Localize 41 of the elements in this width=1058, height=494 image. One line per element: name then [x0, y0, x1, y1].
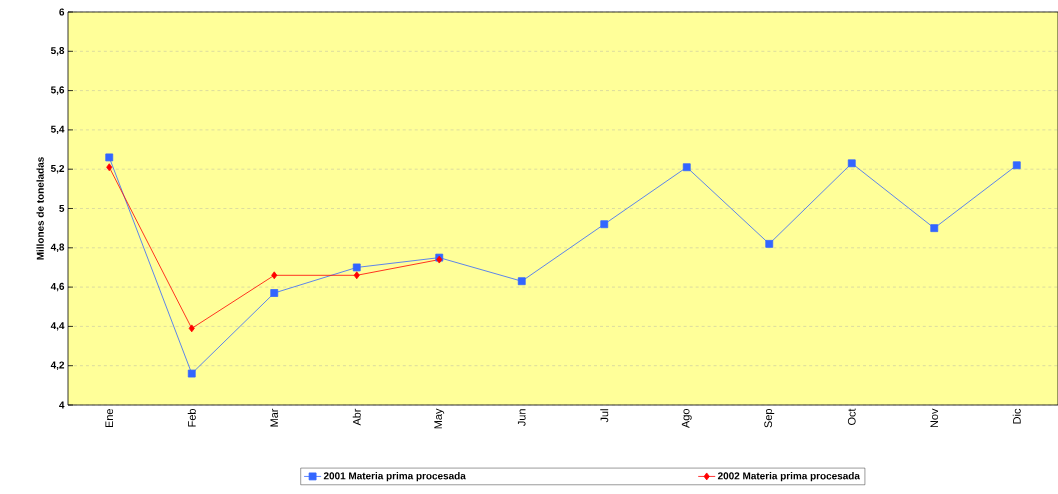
x-tick-label: Oct: [847, 408, 856, 426]
point: [105, 153, 114, 162]
x-tick-label: Jul: [600, 409, 609, 423]
x-tick-label: Jun: [517, 409, 526, 427]
point: [517, 277, 526, 286]
point: [1012, 161, 1021, 170]
x-tick-label: Abr: [352, 408, 361, 426]
y-tick-label: 4: [59, 401, 65, 409]
x-tick-label: May: [434, 408, 445, 429]
point: [106, 163, 113, 172]
y-tick-label: 5,4: [50, 125, 65, 135]
point: [930, 224, 939, 233]
point: [188, 324, 195, 333]
x-tick-label: Mar: [270, 408, 279, 427]
y-tick-label: 5,6: [50, 86, 65, 95]
y-tick-label: 4,8: [50, 243, 65, 253]
x-tick-label: Feb: [187, 408, 196, 427]
y-tick-label: 5,8: [50, 47, 65, 56]
point: [600, 220, 609, 229]
y-tick-label: 4,2: [50, 361, 65, 370]
legend-label: 2001 Materia prima procesada: [323, 472, 466, 482]
point: [352, 263, 361, 272]
point: [765, 239, 774, 248]
y-tick-label: 5: [59, 205, 65, 212]
x-tick-label: Sep: [764, 408, 775, 428]
legend-label: 2002 Materia prima procesada: [717, 472, 860, 482]
y-tick-label: 4,4: [50, 322, 65, 331]
point: [270, 289, 279, 297]
point: [187, 369, 196, 378]
x-tick-label: Ene: [105, 409, 114, 428]
point: [682, 163, 691, 172]
point: [847, 159, 856, 168]
x-tick-label: Nov: [930, 408, 939, 428]
x-tick-label: Ago: [681, 408, 692, 428]
y-tick-label: 5,2: [50, 164, 65, 174]
y-tick-label: 6: [59, 8, 65, 16]
y-axis-title: Millones de toneladas: [36, 157, 44, 260]
y-tick-label: 4,6: [50, 282, 65, 292]
x-tick-label: Dic: [1012, 408, 1021, 424]
point: [353, 271, 360, 280]
point: [271, 271, 278, 280]
